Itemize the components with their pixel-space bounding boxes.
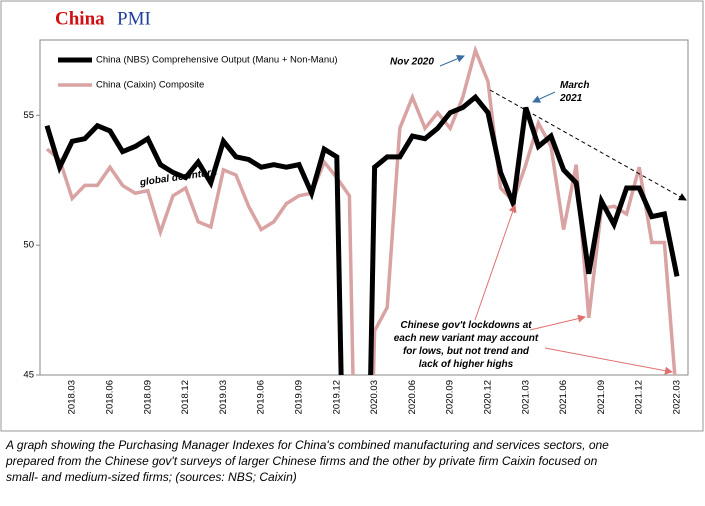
y-tick-label: 55 xyxy=(23,110,34,121)
x-tick-label: 2018.12 xyxy=(180,380,191,414)
legend-label: China (Caixin) Composite xyxy=(96,80,204,91)
x-tick-label: 2020.03 xyxy=(369,380,380,414)
annotation-arrow xyxy=(544,347,673,375)
x-tick-label: 2019.09 xyxy=(294,380,305,414)
series-line xyxy=(44,93,680,375)
x-tick-label: 2021.06 xyxy=(558,380,569,414)
annotation-arrow xyxy=(439,55,465,67)
legend-label: China (NBS) Comprehensive Output (Manu +… xyxy=(96,55,338,66)
x-tick-label: 2018.09 xyxy=(142,380,153,414)
chart-border xyxy=(0,0,704,432)
annotation-arrow xyxy=(532,91,556,103)
plot-frame xyxy=(39,39,689,376)
caption: A graph showing the Purchasing Manager I… xyxy=(5,438,609,484)
plot-area xyxy=(44,44,680,375)
chart-subtitle: PMI xyxy=(117,8,151,29)
x-tick-label: 2021.03 xyxy=(520,380,531,414)
x-tick-label: 2019.12 xyxy=(331,380,342,414)
x-tick-label: 2022.03 xyxy=(672,380,683,414)
x-tick-label: 2019.06 xyxy=(256,380,267,414)
annotation: March 2021 xyxy=(559,80,589,104)
annotation-arrow xyxy=(529,314,586,331)
annotation-arrow xyxy=(474,204,517,321)
y-tick-label: 50 xyxy=(23,240,34,251)
trend-arrow xyxy=(489,89,687,201)
y-tick-label: 45 xyxy=(23,370,34,381)
annotation: Nov 2020 xyxy=(390,57,434,68)
annotation: global downturn xyxy=(138,167,218,189)
x-tick-label: 2020.12 xyxy=(483,380,494,414)
x-tick-label: 2018.06 xyxy=(105,380,116,414)
x-tick-label: 2021.09 xyxy=(596,380,607,414)
x-tick-label: 2020.06 xyxy=(407,380,418,414)
x-tick-label: 2019.03 xyxy=(218,380,229,414)
series-line xyxy=(45,44,677,375)
x-tick-label: 2021.12 xyxy=(634,380,645,414)
x-tick-label: 2018.03 xyxy=(67,380,78,414)
chart-title: China xyxy=(55,8,105,29)
x-tick-label: 2020.09 xyxy=(445,380,456,414)
annotation: Chinese gov't lockdowns at each new varia… xyxy=(394,320,539,370)
